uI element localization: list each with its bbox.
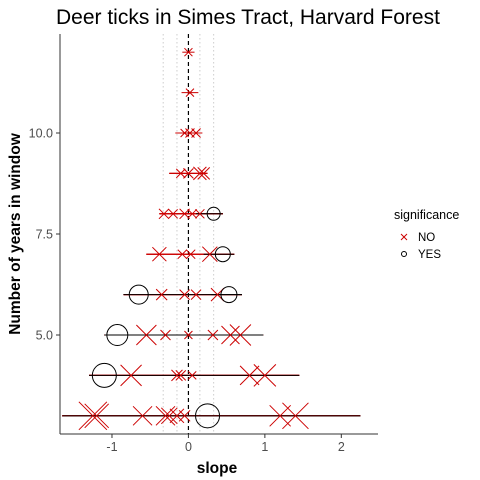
point-not-significant bbox=[175, 168, 186, 179]
point-not-significant bbox=[185, 88, 195, 97]
point-not-significant bbox=[221, 325, 240, 345]
point-not-significant bbox=[239, 365, 260, 386]
point-not-significant bbox=[171, 369, 183, 382]
data-markers bbox=[78, 47, 309, 431]
point-not-significant bbox=[160, 329, 171, 341]
point-not-significant bbox=[155, 405, 176, 426]
point-not-significant bbox=[282, 402, 309, 430]
legend-entries: NO YES bbox=[400, 232, 441, 261]
point-not-significant bbox=[78, 401, 108, 431]
x-tick-label: 1 bbox=[261, 440, 268, 454]
point-not-significant bbox=[190, 289, 202, 300]
point-significant bbox=[91, 362, 117, 388]
legend-label: YES bbox=[418, 249, 441, 261]
point-not-significant bbox=[187, 371, 197, 380]
point-not-significant bbox=[269, 404, 292, 427]
point-not-significant bbox=[152, 246, 167, 262]
plot-area bbox=[62, 34, 361, 434]
y-tick-label: 7.5 bbox=[36, 228, 53, 242]
point-not-significant bbox=[175, 370, 187, 381]
x-tick-label: 0 bbox=[185, 440, 192, 454]
x-axis-title: slope bbox=[197, 460, 238, 477]
point-not-significant bbox=[191, 128, 201, 138]
point-not-significant bbox=[184, 330, 193, 340]
point-not-significant bbox=[197, 167, 211, 180]
legend-entry: NO bbox=[400, 232, 435, 244]
point-significant bbox=[220, 286, 238, 304]
point-not-significant bbox=[178, 409, 191, 422]
x-axis-ticks: -1 0 1 2 bbox=[106, 434, 345, 454]
point-not-significant bbox=[136, 324, 157, 346]
legend-label: NO bbox=[418, 232, 435, 244]
point-not-significant bbox=[177, 249, 188, 260]
error-bars bbox=[62, 51, 361, 417]
point-not-significant bbox=[229, 324, 252, 346]
point-not-significant bbox=[158, 208, 170, 220]
point-not-significant bbox=[185, 249, 196, 260]
point-significant bbox=[195, 403, 221, 429]
legend-symbol-circle bbox=[401, 251, 407, 257]
point-significant bbox=[206, 206, 221, 221]
y-axis-title: Number of years in window bbox=[7, 132, 24, 334]
point-not-significant bbox=[184, 47, 193, 57]
y-tick-label: 5.0 bbox=[36, 329, 53, 343]
point-not-significant bbox=[201, 246, 218, 263]
legend-title: significance bbox=[394, 208, 459, 222]
point-not-significant bbox=[160, 407, 178, 425]
point-not-significant bbox=[179, 208, 190, 220]
x-tick-label: 2 bbox=[338, 440, 345, 454]
point-significant bbox=[106, 324, 129, 347]
point-not-significant bbox=[155, 288, 168, 301]
point-not-significant bbox=[187, 208, 198, 219]
dotted-reference-lines bbox=[162, 34, 215, 434]
point-not-significant bbox=[253, 364, 277, 387]
point-not-significant bbox=[207, 329, 219, 341]
point-not-significant bbox=[169, 408, 185, 424]
point-significant bbox=[128, 284, 149, 305]
point-not-significant bbox=[179, 289, 190, 300]
chart-title: Deer ticks in Simes Tract, Harvard Fores… bbox=[56, 6, 440, 29]
point-not-significant bbox=[84, 403, 110, 429]
x-tick-label: -1 bbox=[106, 440, 117, 454]
point-not-significant bbox=[195, 208, 205, 219]
point-not-significant bbox=[120, 364, 142, 387]
y-axis-ticks: 5.0 7.5 10.0 bbox=[29, 126, 60, 343]
legend-entry: YES bbox=[401, 249, 441, 261]
point-not-significant bbox=[132, 405, 153, 426]
point-not-significant bbox=[193, 166, 207, 181]
y-tick-label: 10.0 bbox=[29, 126, 53, 140]
legend-symbol-x bbox=[400, 233, 408, 241]
legend: significance NO YES bbox=[394, 208, 459, 261]
point-significant bbox=[214, 246, 231, 263]
point-not-significant bbox=[183, 168, 194, 179]
point-not-significant bbox=[168, 208, 178, 219]
